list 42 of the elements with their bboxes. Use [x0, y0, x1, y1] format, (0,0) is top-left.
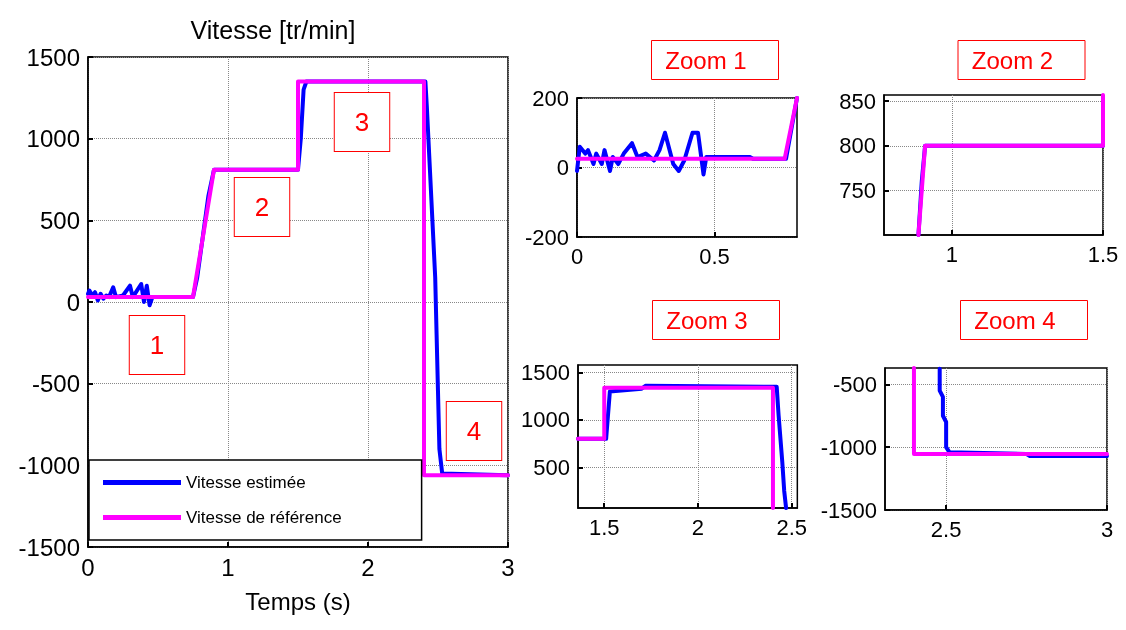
y-tick-label: -1000 [18, 451, 80, 479]
y-tick-label: 0 [66, 288, 80, 316]
annotation: 4 [466, 416, 482, 446]
x-tick-label: 3 [1100, 516, 1114, 542]
x-tick-label: 1 [945, 241, 959, 267]
y-tick-label: -1500 [820, 497, 877, 523]
x-tick-label: 2.5 [930, 516, 962, 542]
x-tick-label: 0.5 [699, 243, 730, 269]
y-tick-label: 1500 [521, 360, 570, 386]
chart-title: Zoom 4 [974, 306, 1056, 334]
y-tick-label: -500 [832, 371, 877, 397]
annotation: 1 [149, 330, 165, 360]
chart-title: Vitesse [tr/min] [190, 15, 356, 44]
y-tick-label: -200 [524, 224, 569, 250]
y-tick-label: 0 [556, 155, 569, 180]
y-tick-label: 750 [839, 177, 876, 203]
y-tick-label: 500 [39, 206, 80, 234]
x-tick-label: 1.5 [588, 514, 620, 540]
y-tick-label: -1000 [820, 434, 877, 460]
x-tick-label: 1 [221, 553, 235, 581]
chart-title: Zoom 2 [971, 46, 1054, 74]
y-tick-label: -500 [31, 370, 80, 398]
y-tick-label: 850 [839, 88, 876, 114]
y-tick-label: 1000 [521, 407, 570, 433]
legend-label: Vitesse de référence [186, 508, 342, 527]
y-tick-label: 1500 [26, 43, 80, 71]
y-tick-label: 1000 [26, 125, 80, 153]
y-tick-label: 200 [532, 85, 569, 111]
x-tick-label: 1.5 [1087, 241, 1119, 267]
y-tick-label: 800 [839, 133, 876, 159]
annotation: 3 [354, 107, 370, 137]
legend-label: Vitesse estimée [186, 473, 306, 492]
x-tick-label: 2.5 [776, 514, 808, 540]
annotation: 2 [254, 192, 270, 222]
chart-title: Zoom 1 [665, 46, 747, 74]
y-tick-label: 500 [533, 454, 570, 480]
chart-title: Zoom 3 [666, 306, 748, 334]
y-tick-label: -1500 [18, 533, 80, 561]
x-tick-label: 2 [361, 553, 375, 581]
x-tick-label: 3 [501, 553, 515, 581]
x-axis-title: Temps (s) [245, 587, 351, 615]
x-tick-label: 2 [691, 514, 705, 540]
